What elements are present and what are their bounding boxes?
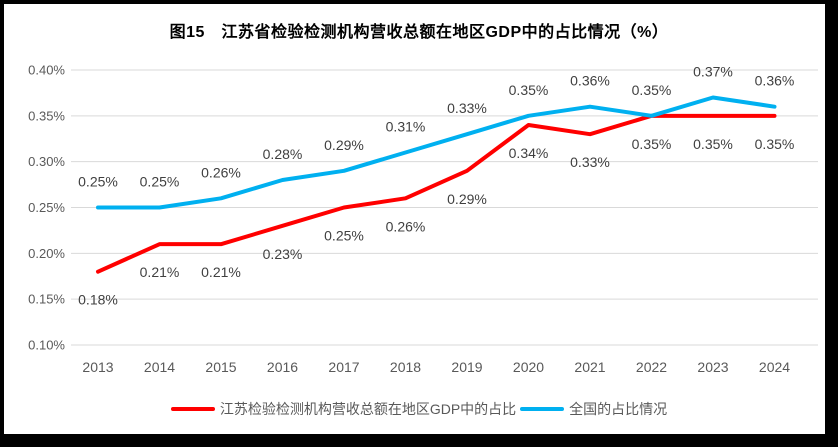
legend-item-jiangsu: 江苏检验检测机构营收总额在地区GDP中的占比 bbox=[170, 399, 517, 419]
data-label-series-0: 0.25% bbox=[324, 228, 364, 244]
x-tick-label: 2016 bbox=[267, 359, 298, 375]
x-tick-label: 2023 bbox=[697, 359, 728, 375]
data-label-series-0: 0.35% bbox=[693, 136, 733, 152]
legend-label-national: 全国的占比情况 bbox=[569, 401, 668, 417]
legend-label-jiangsu: 江苏检验检测机构营收总额在地区GDP中的占比 bbox=[219, 401, 517, 417]
data-label-series-1: 0.26% bbox=[201, 164, 241, 180]
data-label-series-0: 0.35% bbox=[632, 136, 672, 152]
chart-title: 图15 江苏省检验检测机构营收总额在地区GDP中的占比情况（%） bbox=[169, 24, 669, 41]
y-tick-label: 0.10% bbox=[28, 338, 65, 353]
y-tick-label: 0.35% bbox=[28, 108, 65, 123]
x-tick-label: 2015 bbox=[205, 359, 236, 375]
data-label-series-1: 0.33% bbox=[447, 100, 487, 116]
data-label-series-0: 0.21% bbox=[201, 264, 241, 280]
y-tick-label: 0.30% bbox=[28, 154, 65, 169]
x-tick-label: 2019 bbox=[451, 359, 482, 375]
data-label-series-0: 0.26% bbox=[386, 218, 426, 234]
data-label-series-0: 0.34% bbox=[509, 145, 549, 161]
y-tick-label: 0.20% bbox=[28, 246, 65, 261]
legend-item-national: 全国的占比情况 bbox=[520, 399, 667, 419]
data-label-series-0: 0.29% bbox=[447, 191, 487, 207]
data-label-series-1: 0.25% bbox=[78, 174, 118, 190]
series-line-1 bbox=[96, 95, 777, 210]
data-label-series-1: 0.35% bbox=[509, 82, 549, 98]
data-label-series-1: 0.36% bbox=[570, 73, 610, 89]
data-label-series-1: 0.25% bbox=[140, 174, 180, 190]
x-tick-label: 2021 bbox=[574, 359, 605, 375]
y-tick-label: 0.15% bbox=[28, 292, 65, 307]
chart-canvas bbox=[4, 4, 825, 434]
x-tick-label: 2014 bbox=[144, 359, 175, 375]
x-tick-label: 2018 bbox=[390, 359, 421, 375]
data-label-series-0: 0.18% bbox=[78, 292, 118, 308]
data-label-series-0: 0.21% bbox=[140, 264, 180, 280]
x-tick-label: 2022 bbox=[636, 359, 667, 375]
data-label-series-1: 0.28% bbox=[263, 146, 303, 162]
series-line-0 bbox=[96, 113, 777, 274]
legend-line-swatch-blue bbox=[520, 407, 565, 411]
legend-line-swatch-red bbox=[170, 407, 215, 411]
data-label-series-1: 0.37% bbox=[693, 64, 733, 80]
data-label-series-1: 0.29% bbox=[324, 137, 364, 153]
x-tick-label: 2013 bbox=[82, 359, 113, 375]
data-label-series-0: 0.23% bbox=[263, 246, 303, 262]
x-tick-label: 2024 bbox=[759, 359, 790, 375]
data-label-series-0: 0.35% bbox=[755, 136, 795, 152]
data-label-series-1: 0.35% bbox=[632, 82, 672, 98]
chart-legend: 江苏检验检测机构营收总额在地区GDP中的占比 全国的占比情况 bbox=[0, 399, 838, 419]
x-tick-label: 2017 bbox=[328, 359, 359, 375]
x-tick-label: 2020 bbox=[513, 359, 544, 375]
data-label-series-0: 0.33% bbox=[570, 154, 610, 170]
data-label-series-1: 0.36% bbox=[755, 73, 795, 89]
data-label-series-1: 0.31% bbox=[386, 119, 426, 135]
y-tick-label: 0.40% bbox=[28, 63, 65, 78]
y-tick-label: 0.25% bbox=[28, 200, 65, 215]
